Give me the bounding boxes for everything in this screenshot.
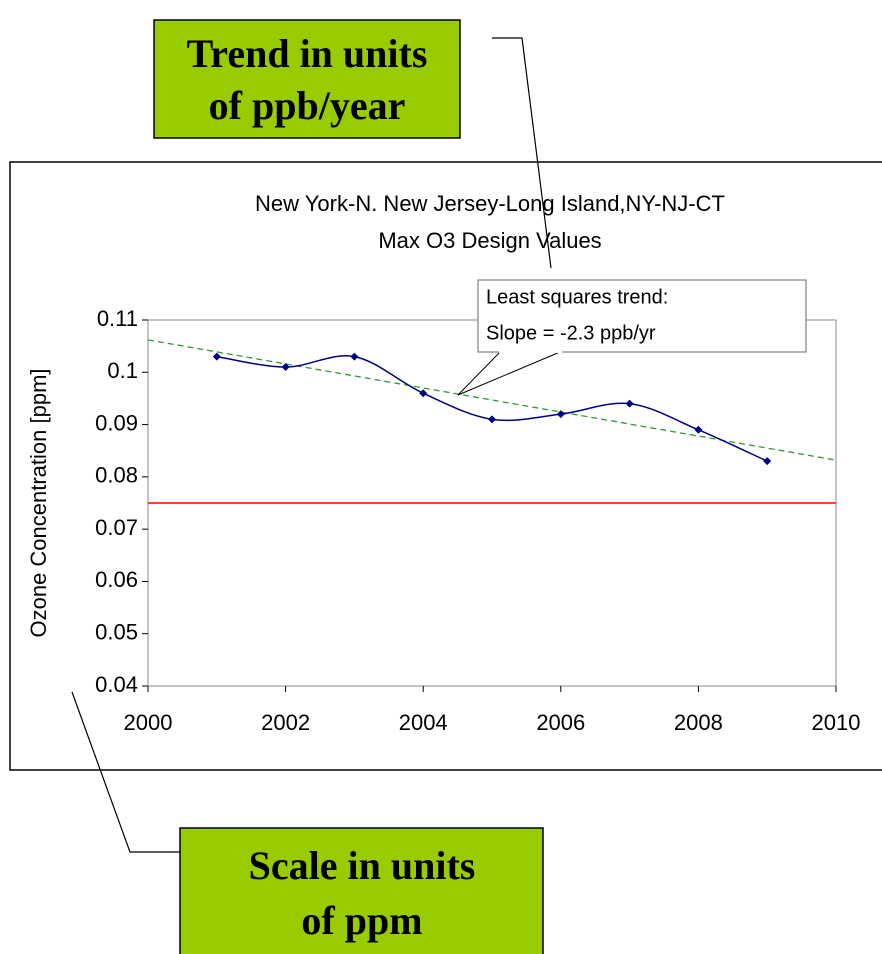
y-tick-label: 0.11 [97, 306, 138, 331]
y-tick-label: 0.04 [95, 672, 138, 697]
y-tick-label: 0.1 [107, 358, 138, 383]
annotation-box [179, 827, 544, 954]
chart-title: New York-N. New Jersey-Long Island,NY-NJ… [255, 191, 725, 216]
x-tick-label: 2006 [536, 710, 585, 735]
leader-line [492, 37, 552, 269]
y-tick-label: 0.09 [95, 410, 138, 435]
x-tick-label: 2000 [124, 710, 173, 735]
y-axis-label: Ozone Concentration [ppm] [26, 368, 51, 637]
y-tick-label: 0.06 [95, 567, 138, 592]
annotation-text: Trend in units [187, 31, 428, 76]
annotation-text: Scale in units [249, 843, 476, 888]
callout-text: Least squares trend: [486, 286, 668, 308]
annotation-text: of ppb/year [209, 83, 406, 128]
x-tick-label: 2004 [399, 710, 448, 735]
data-point [694, 425, 703, 434]
data-point [212, 352, 221, 361]
callout-box [477, 279, 807, 353]
y-tick-label: 0.05 [95, 620, 138, 645]
x-tick-label: 2008 [674, 710, 723, 735]
data-point [488, 415, 496, 424]
data-point [350, 352, 359, 361]
data-point [556, 410, 565, 419]
callout-joint [499, 350, 562, 353]
leader-line [71, 691, 180, 853]
y-tick-label: 0.08 [95, 463, 138, 488]
annotation-text: of ppm [301, 898, 422, 943]
data-point [419, 389, 428, 398]
chart-frame [9, 161, 882, 771]
annotation-box [153, 19, 461, 139]
data-point [763, 457, 772, 466]
y-tick-label: 0.07 [95, 515, 138, 540]
chart-title: Max O3 Design Values [378, 228, 601, 253]
x-tick-label: 2002 [261, 710, 310, 735]
x-tick-label: 2010 [812, 710, 861, 735]
data-point [625, 399, 634, 408]
data-point [281, 363, 290, 372]
callout-text: Slope = -2.3 ppb/yr [486, 322, 656, 344]
